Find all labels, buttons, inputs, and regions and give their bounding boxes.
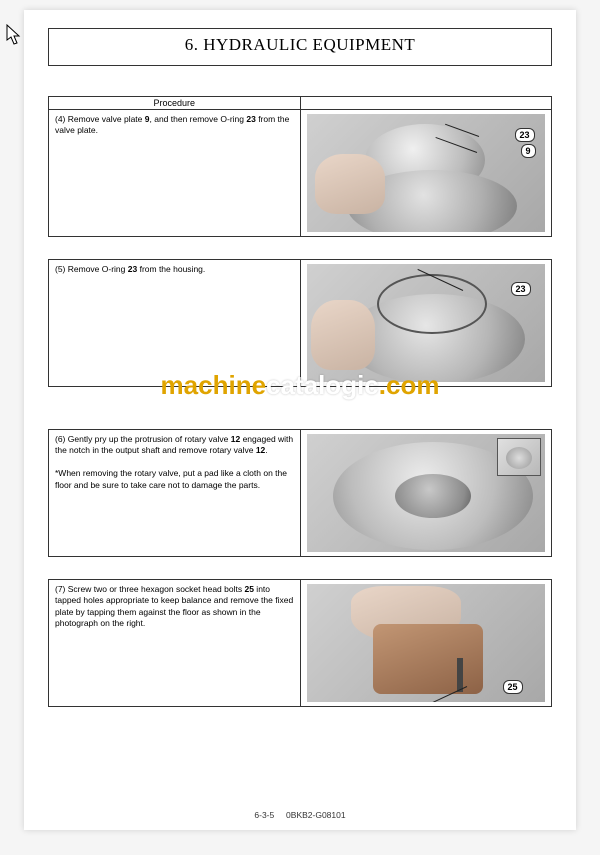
callout-25: 25 (503, 680, 523, 694)
step5-image: 23 (300, 260, 552, 387)
step6-text: (6) Gently pry up the protrusion of rota… (49, 430, 301, 557)
cursor-icon (6, 24, 24, 46)
callout-9: 9 (521, 144, 536, 158)
step4-text: (4) Remove valve plate 9, and then remov… (49, 110, 301, 237)
step5-text: (5) Remove O-ring 23 from the housing. (49, 260, 301, 387)
step6-note: *When removing the rotary valve, put a p… (55, 468, 287, 489)
step5-photo-placeholder: 23 (307, 264, 546, 382)
footer-doc: 0BKB2-G08101 (286, 810, 346, 820)
footer-page: 6-3-5 (254, 810, 274, 820)
step6-image (300, 430, 552, 557)
page: 6. HYDRAULIC EQUIPMENT Procedure (4) Rem… (24, 10, 576, 830)
procedure-table-step6: (6) Gently pry up the protrusion of rota… (48, 429, 552, 557)
step7-text: (7) Screw two or three hexagon socket he… (49, 580, 301, 707)
procedure-column-header: Procedure (49, 97, 301, 110)
table-row: (7) Screw two or three hexagon socket he… (49, 580, 552, 707)
step7-image: 25 (300, 580, 552, 707)
procedure-table-step4: Procedure (4) Remove valve plate 9, and … (48, 96, 552, 237)
table-row: (4) Remove valve plate 9, and then remov… (49, 110, 552, 237)
procedure-table-step7: (7) Screw two or three hexagon socket he… (48, 579, 552, 707)
step6-photo-placeholder (307, 434, 546, 552)
step4-image: 23 9 (300, 110, 552, 237)
section-title-box: 6. HYDRAULIC EQUIPMENT (48, 28, 552, 66)
callout-23: 23 (515, 128, 535, 142)
step6-inset-image (497, 438, 541, 476)
page-footer: 6-3-5 0BKB2-G08101 (24, 810, 576, 820)
image-column-header (300, 97, 552, 110)
section-title: 6. HYDRAULIC EQUIPMENT (49, 35, 551, 55)
step4-photo-placeholder: 23 9 (307, 114, 546, 232)
procedure-table-step5: (5) Remove O-ring 23 from the housing. 2… (48, 259, 552, 387)
step7-photo-placeholder: 25 (307, 584, 546, 702)
table-row: (5) Remove O-ring 23 from the housing. 2… (49, 260, 552, 387)
table-row: (6) Gently pry up the protrusion of rota… (49, 430, 552, 557)
callout-23b: 23 (511, 282, 531, 296)
